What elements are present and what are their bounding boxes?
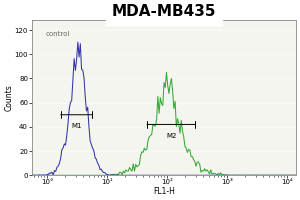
Text: control: control	[45, 31, 70, 37]
Title: MDA-MB435: MDA-MB435	[112, 4, 216, 19]
Text: M2: M2	[166, 133, 176, 139]
Y-axis label: Counts: Counts	[4, 84, 13, 111]
X-axis label: FL1-H: FL1-H	[153, 187, 175, 196]
Text: M1: M1	[71, 123, 82, 129]
